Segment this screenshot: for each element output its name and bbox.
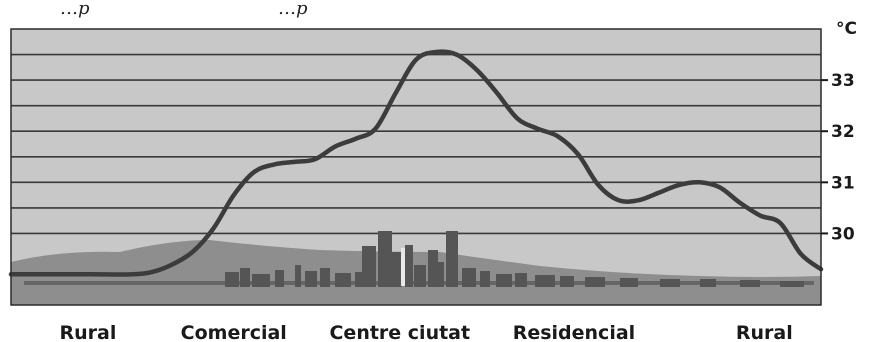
building [700, 279, 716, 287]
zone-label: Centre ciutat [329, 322, 470, 342]
plot-frame [10, 28, 822, 306]
building [225, 272, 239, 287]
building [480, 271, 490, 287]
building [378, 231, 392, 287]
y-tick-label: 33 [831, 71, 855, 91]
building [436, 262, 444, 287]
building [275, 270, 284, 287]
y-axis-ticks: 30 31 32 33 [821, 71, 855, 244]
building [446, 231, 458, 287]
building [660, 279, 680, 287]
building [428, 250, 438, 287]
building [295, 265, 301, 287]
building [414, 265, 426, 287]
building [355, 272, 363, 287]
zone-label: Residencial [513, 322, 635, 342]
building [620, 278, 638, 287]
zone-label: Comercial [181, 322, 287, 342]
building [780, 281, 804, 287]
temperature-line [8, 49, 824, 277]
building [335, 273, 351, 287]
building [585, 277, 605, 287]
zone-labels: Rural Comercial Centre ciutat Residencial Ru… [60, 322, 793, 342]
building-highlight [401, 248, 405, 286]
city-skyline-landscape [11, 231, 821, 305]
building [362, 246, 376, 287]
building [515, 273, 527, 287]
y-tick-label: 31 [831, 173, 855, 193]
y-axis-unit-label: °C [836, 19, 857, 39]
building [320, 268, 330, 287]
building [240, 268, 250, 287]
building [305, 271, 317, 287]
building [535, 275, 555, 287]
zone-label: Rural [736, 322, 793, 342]
building [252, 274, 270, 287]
top-text-left: …p [60, 0, 90, 19]
top-text-right: …p [278, 0, 308, 19]
y-tick-label: 32 [831, 122, 855, 142]
y-tick-label: 30 [831, 224, 855, 244]
zone-label: Rural [60, 322, 117, 342]
building [462, 268, 476, 287]
building [496, 274, 512, 287]
building [405, 245, 413, 287]
building [392, 252, 402, 287]
building [740, 280, 760, 287]
building [560, 276, 574, 287]
